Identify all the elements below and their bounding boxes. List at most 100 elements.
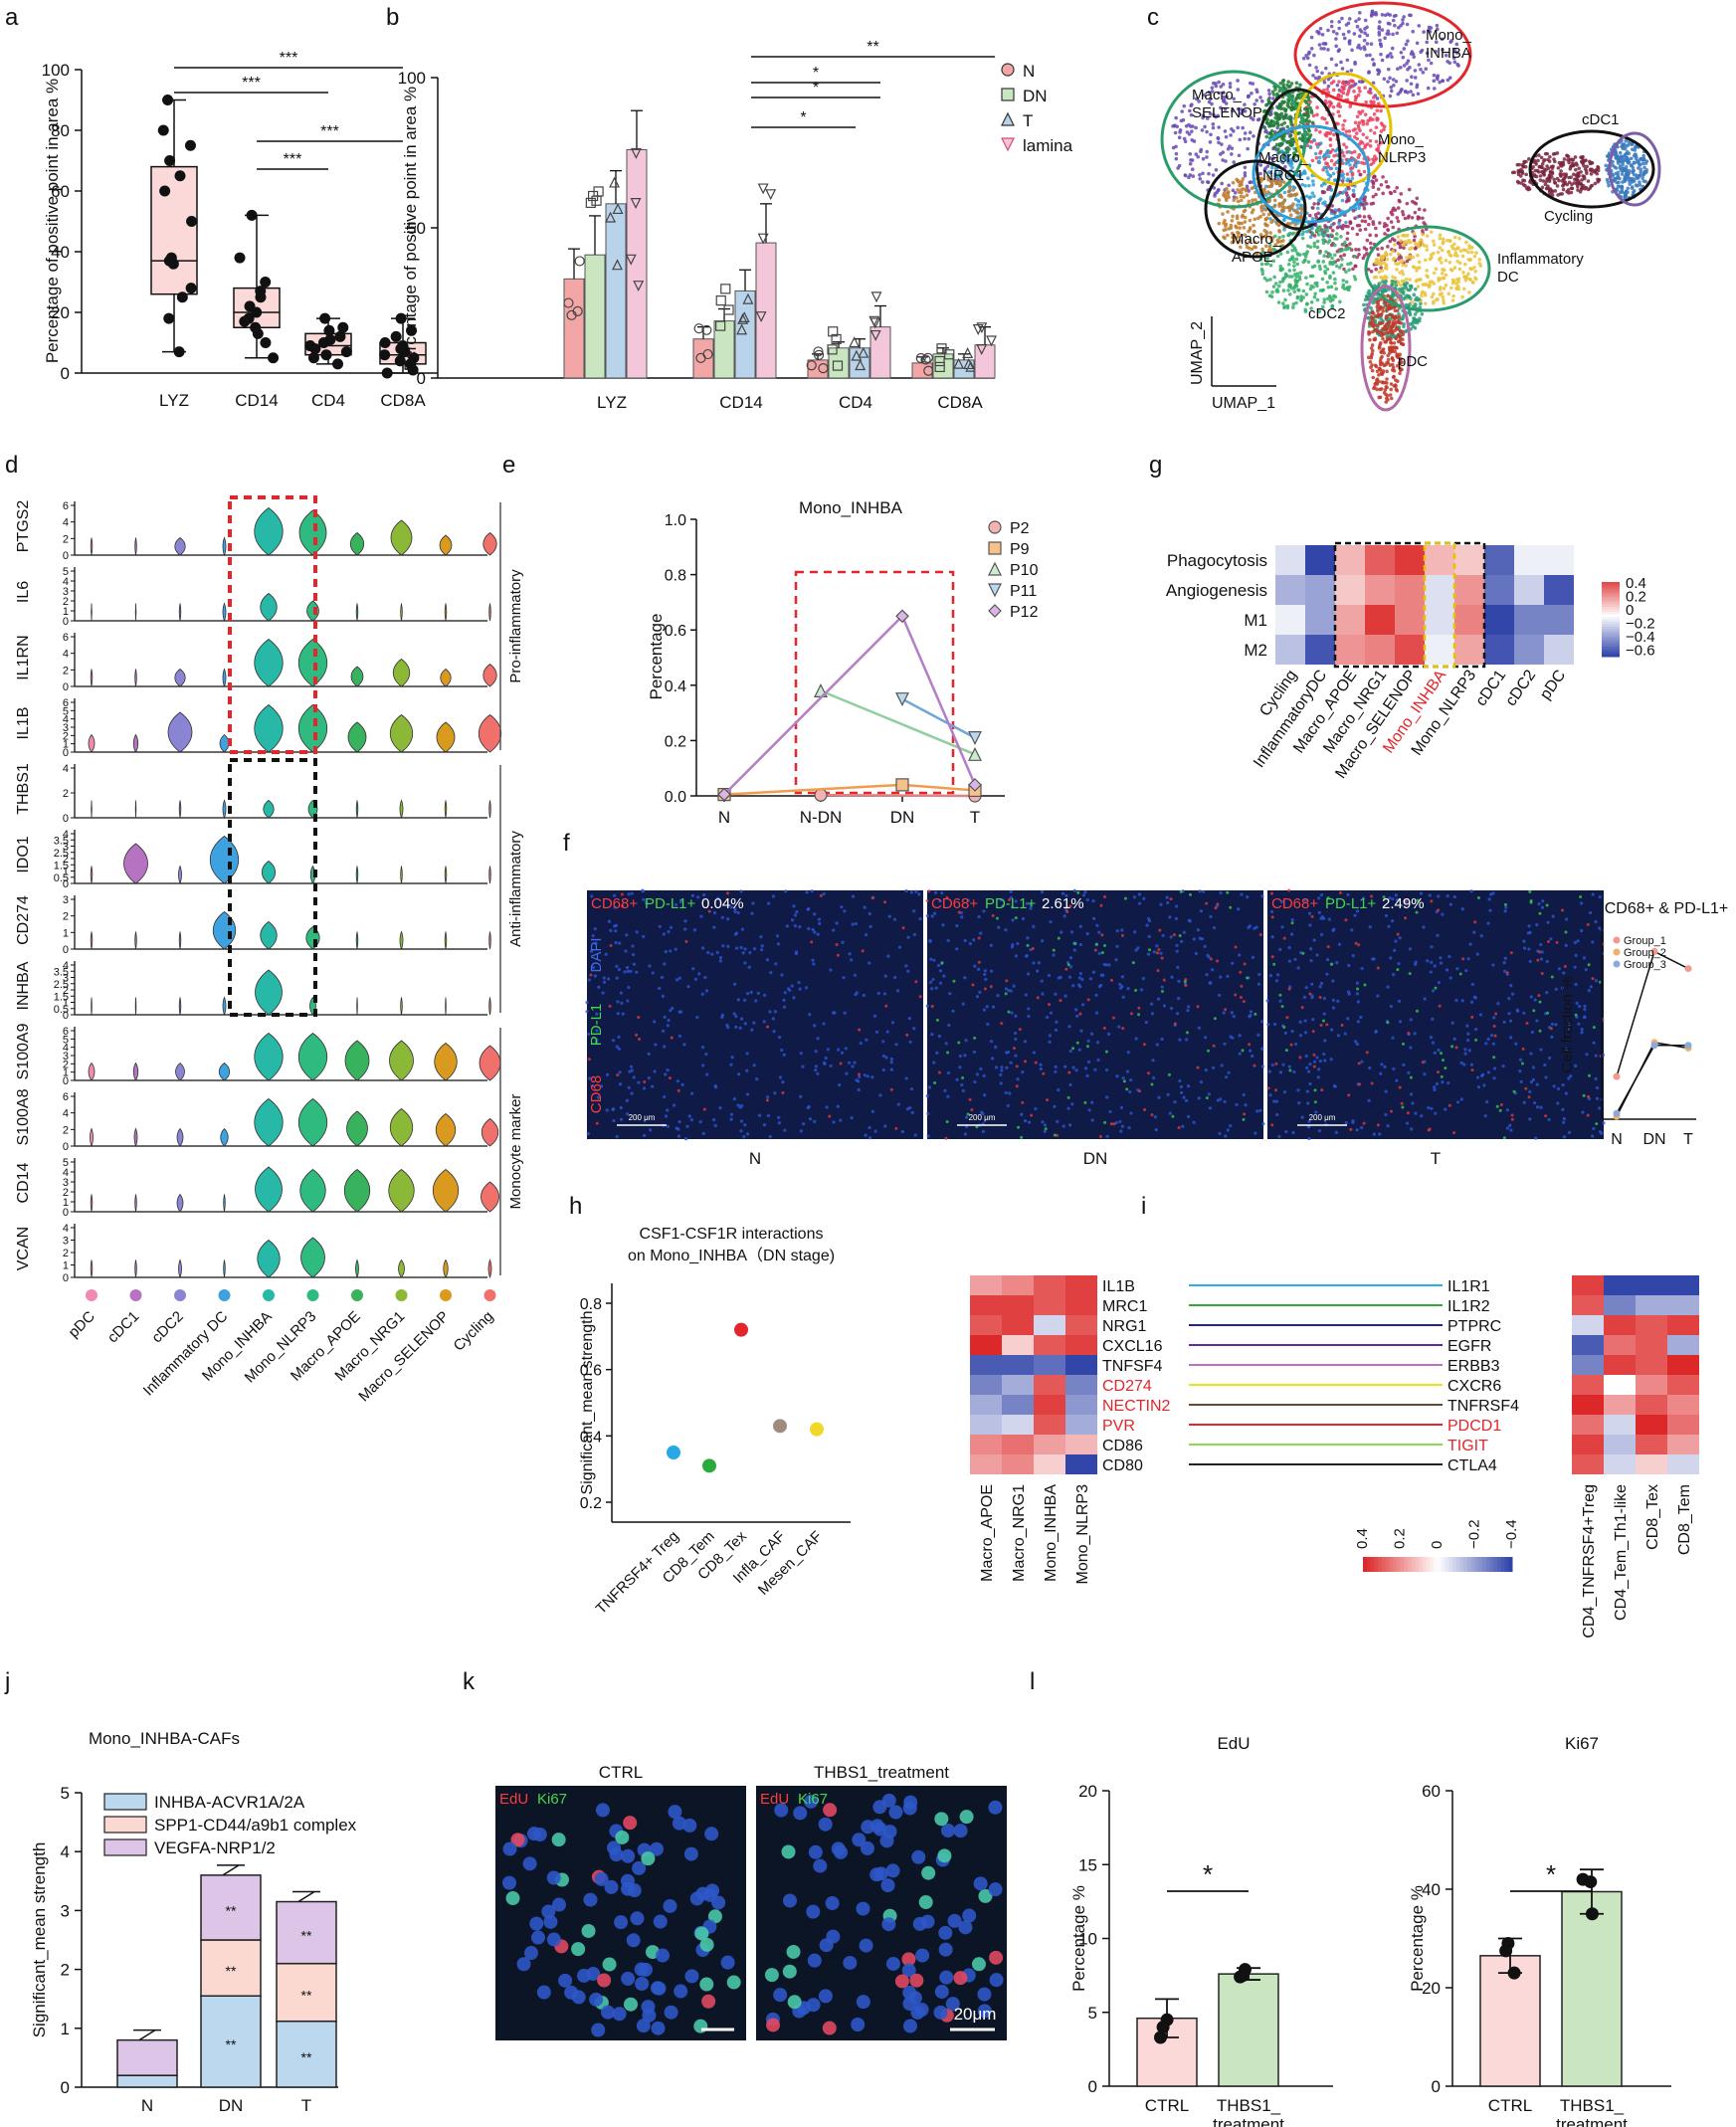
nucleus (1043, 1129, 1047, 1134)
nucleus (765, 958, 770, 962)
nucleus (615, 976, 619, 980)
umap-point (1332, 222, 1336, 226)
umap-point (1370, 343, 1375, 347)
y-tick-label: 6 (63, 1091, 69, 1103)
umap-point (1337, 80, 1341, 84)
umap-point (1524, 172, 1528, 177)
umap-point (1408, 13, 1412, 18)
umap-point (1387, 319, 1392, 324)
umap-point (1360, 140, 1365, 145)
nucleus (854, 921, 858, 926)
marker (757, 233, 769, 245)
nucleus (1115, 944, 1119, 948)
umap-point (1240, 187, 1244, 192)
nucleus (1198, 889, 1202, 893)
x-tick-label: CD4 (311, 391, 345, 410)
umap-point (1618, 190, 1623, 195)
nucleus (793, 924, 797, 928)
umap-point (1363, 219, 1368, 224)
umap-point (1265, 190, 1270, 194)
umap-point (1222, 91, 1226, 95)
umap-point (1434, 267, 1439, 272)
marker (1001, 137, 1015, 152)
violin (482, 531, 497, 556)
umap-point (1369, 202, 1374, 206)
umap-point (1326, 48, 1330, 52)
umap-point (1340, 198, 1345, 203)
umap-point (1340, 161, 1345, 165)
nucleus (742, 998, 747, 1002)
umap-point (1350, 48, 1354, 53)
umap-point (1347, 30, 1351, 34)
umap-point (1344, 145, 1349, 149)
umap-point (1537, 153, 1541, 157)
umap-point (1400, 87, 1404, 92)
marker (702, 348, 713, 360)
umap-point (1323, 132, 1328, 137)
umap-point (1633, 152, 1638, 157)
umap-point (1385, 381, 1389, 385)
umap-point (1547, 179, 1552, 183)
umap-point (1436, 74, 1441, 78)
nucleus (776, 942, 781, 946)
umap-point (1341, 86, 1346, 91)
violin (444, 931, 448, 950)
marker (986, 335, 998, 347)
umap-point (1222, 95, 1227, 99)
umap-point (1174, 115, 1178, 120)
x-tick-label: T (970, 808, 980, 827)
umap-point (1201, 171, 1205, 176)
violin (254, 703, 284, 753)
nucleus (729, 1112, 733, 1116)
heatmap-cell (1454, 545, 1484, 575)
nucleus (1053, 1104, 1057, 1109)
nucleus (910, 1110, 914, 1114)
panel-letter-b: b (386, 4, 399, 31)
umap-point (1314, 66, 1318, 70)
umap-point (1198, 173, 1202, 177)
nucleus (686, 984, 690, 989)
umap-point (1342, 142, 1346, 147)
umap-point (1347, 129, 1352, 133)
y-tick-label: 4 (63, 960, 69, 972)
legend-label: N (1023, 62, 1035, 81)
nucleus (833, 1011, 837, 1015)
umap-point (1311, 182, 1316, 187)
umap-point (1201, 156, 1206, 161)
nucleus (654, 1043, 658, 1047)
umap-point (1347, 17, 1352, 21)
nucleus (739, 1017, 744, 1021)
umap-point (1394, 284, 1399, 288)
panel-letter-l: l (1030, 1668, 1035, 1695)
umap-point (1403, 239, 1408, 244)
nucleus (1244, 1103, 1248, 1107)
nucleus (602, 980, 607, 984)
umap-point (1285, 150, 1290, 154)
umap-point (1369, 314, 1374, 319)
umap-point (1280, 114, 1285, 119)
data-point (323, 324, 335, 336)
umap-point (1526, 185, 1531, 190)
umap-point (1347, 285, 1352, 290)
umap-point (1411, 29, 1416, 34)
umap-point (1315, 105, 1319, 109)
umap-point (1283, 272, 1288, 277)
umap-point (1366, 118, 1370, 123)
umap-point (1455, 254, 1459, 258)
nucleus (935, 1051, 939, 1055)
cd68-signal (918, 995, 922, 999)
umap-point (1389, 340, 1393, 344)
umap-point (1616, 184, 1621, 188)
nucleus (873, 1129, 877, 1133)
nucleus (745, 1068, 749, 1072)
umap-point (1330, 147, 1335, 152)
nucleus (977, 914, 981, 919)
marker (988, 583, 1002, 598)
nucleus (928, 939, 932, 944)
umap-point (1347, 80, 1352, 85)
umap-point (1214, 84, 1219, 89)
nucleus (870, 1075, 874, 1079)
nucleus (810, 889, 814, 893)
umap-point (1557, 178, 1561, 183)
umap-point (1292, 260, 1296, 265)
